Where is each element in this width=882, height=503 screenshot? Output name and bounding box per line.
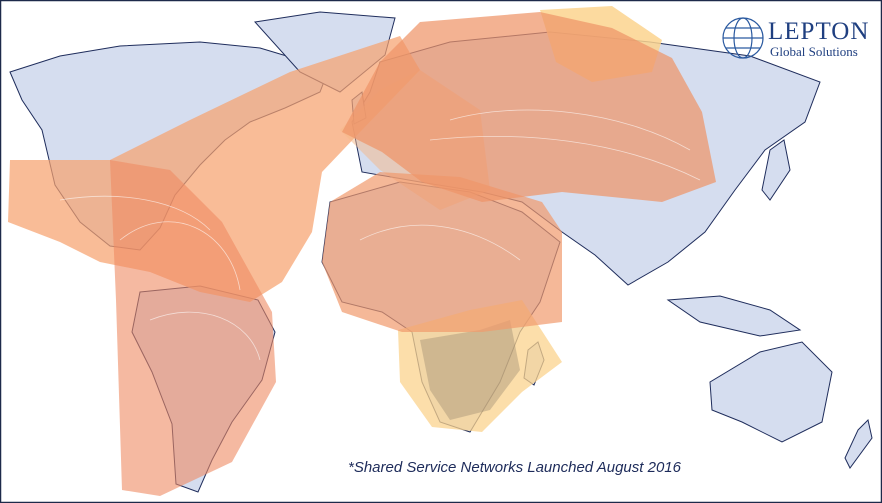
beam-africa xyxy=(322,172,562,332)
beam-contours xyxy=(59,109,701,361)
logo-globe xyxy=(722,17,764,59)
caption: *Shared Service Networks Launched August… xyxy=(348,459,682,476)
beam-south-america xyxy=(110,160,276,496)
logo-tagline: Global Solutions xyxy=(770,44,858,59)
logo: LEPTON Global Solutions xyxy=(722,17,869,59)
beam-south-africa xyxy=(398,300,562,432)
coverage-beams xyxy=(8,6,716,496)
japan xyxy=(761,139,791,201)
indonesia xyxy=(666,295,802,337)
beam-south-africa-core xyxy=(420,320,520,420)
australia xyxy=(709,341,833,443)
beam-atlantic xyxy=(8,36,420,302)
beam-asia xyxy=(342,12,716,202)
logo-name: LEPTON xyxy=(768,18,869,45)
new-zealand xyxy=(844,419,873,469)
